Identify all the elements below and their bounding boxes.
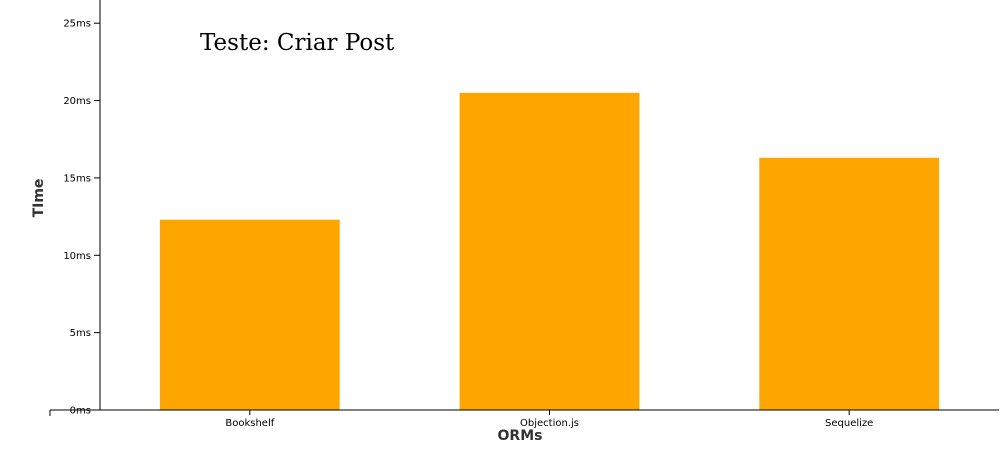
- x-tick-label: Bookshelf: [225, 418, 274, 429]
- bar-sequelize: [759, 157, 940, 410]
- y-tick-label: 0ms: [70, 406, 91, 417]
- y-tick-label: 25ms: [63, 19, 91, 30]
- x-axis-title: ORMs: [498, 428, 543, 444]
- y-tick-label: 20ms: [63, 96, 91, 107]
- x-tick-label: Objection.js: [520, 418, 579, 429]
- bar-objection-js: [459, 92, 640, 411]
- x-ticks: Bookshelf Objection.js Sequelize: [225, 410, 873, 429]
- chart-title: Teste: Criar Post: [200, 30, 395, 56]
- bar-bookshelf: [159, 219, 340, 410]
- y-axis-title: TIme: [31, 179, 47, 218]
- y-tick-label: 15ms: [63, 173, 91, 184]
- x-tick-label: Sequelize: [825, 418, 873, 429]
- y-ticks: 0ms 5ms 10ms 15ms 20ms 25ms: [63, 19, 100, 417]
- y-tick-label: 10ms: [63, 251, 91, 262]
- bars: [159, 92, 940, 411]
- y-tick-label: 5ms: [70, 328, 91, 339]
